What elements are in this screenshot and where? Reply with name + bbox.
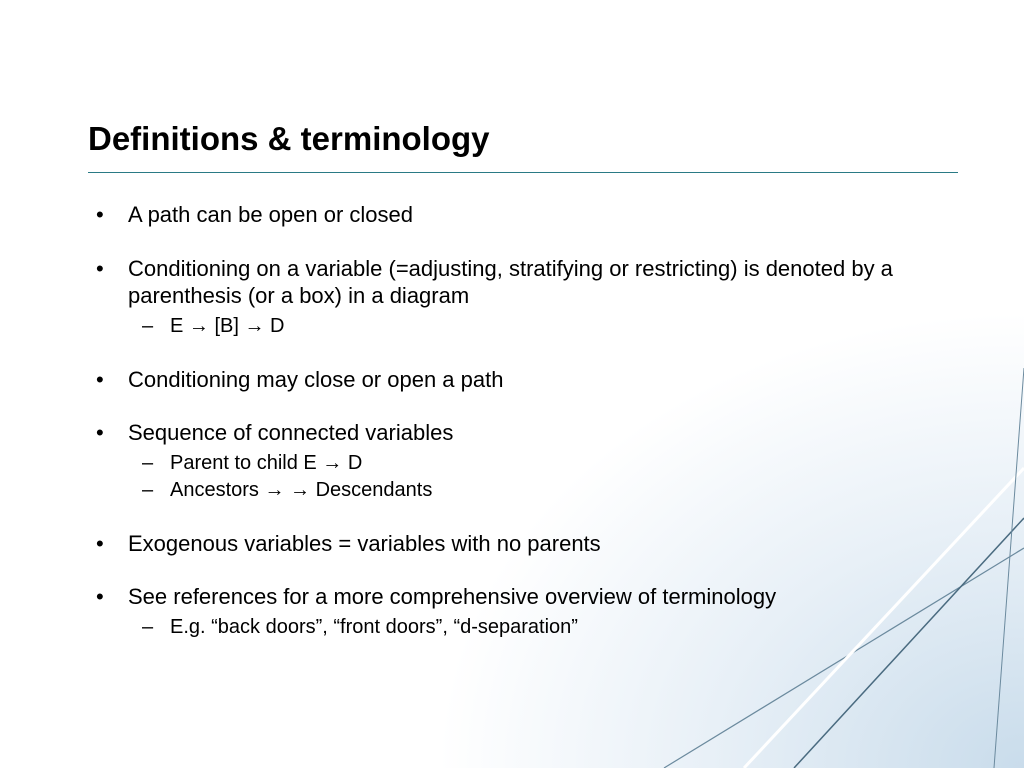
bullet-text: Conditioning on a variable (=adjusting, … xyxy=(128,256,893,309)
bullet-text: Sequence of connected variables xyxy=(128,420,453,445)
sub-item: E.g. “back doors”, “front doors”, “d-sep… xyxy=(128,614,954,641)
slide-title: Definitions & terminology xyxy=(88,120,954,158)
list-item: Conditioning on a variable (=adjusting, … xyxy=(88,255,954,340)
sub-list: Parent to child E → D Ancestors → → Desc… xyxy=(128,450,954,504)
list-item: Exogenous variables = variables with no … xyxy=(88,530,954,558)
title-underline xyxy=(88,172,958,173)
bullet-list: A path can be open or closed Conditionin… xyxy=(88,201,954,641)
bullet-text: Conditioning may close or open a path xyxy=(128,367,503,392)
list-item: A path can be open or closed xyxy=(88,201,954,229)
bullet-text: A path can be open or closed xyxy=(128,202,413,227)
sub-list: E.g. “back doors”, “front doors”, “d-sep… xyxy=(128,614,954,641)
slide-content: Definitions & terminology A path can be … xyxy=(0,0,1024,641)
sub-list: E → [B] → D xyxy=(128,313,954,340)
sub-item: E → [B] → D xyxy=(128,313,954,340)
list-item: Conditioning may close or open a path xyxy=(88,366,954,394)
bullet-text: See references for a more comprehensive … xyxy=(128,584,776,609)
sub-item: Ancestors → → Descendants xyxy=(128,477,954,504)
list-item: Sequence of connected variables Parent t… xyxy=(88,419,954,504)
bullet-text: Exogenous variables = variables with no … xyxy=(128,531,601,556)
list-item: See references for a more comprehensive … xyxy=(88,583,954,641)
sub-item: Parent to child E → D xyxy=(128,450,954,477)
